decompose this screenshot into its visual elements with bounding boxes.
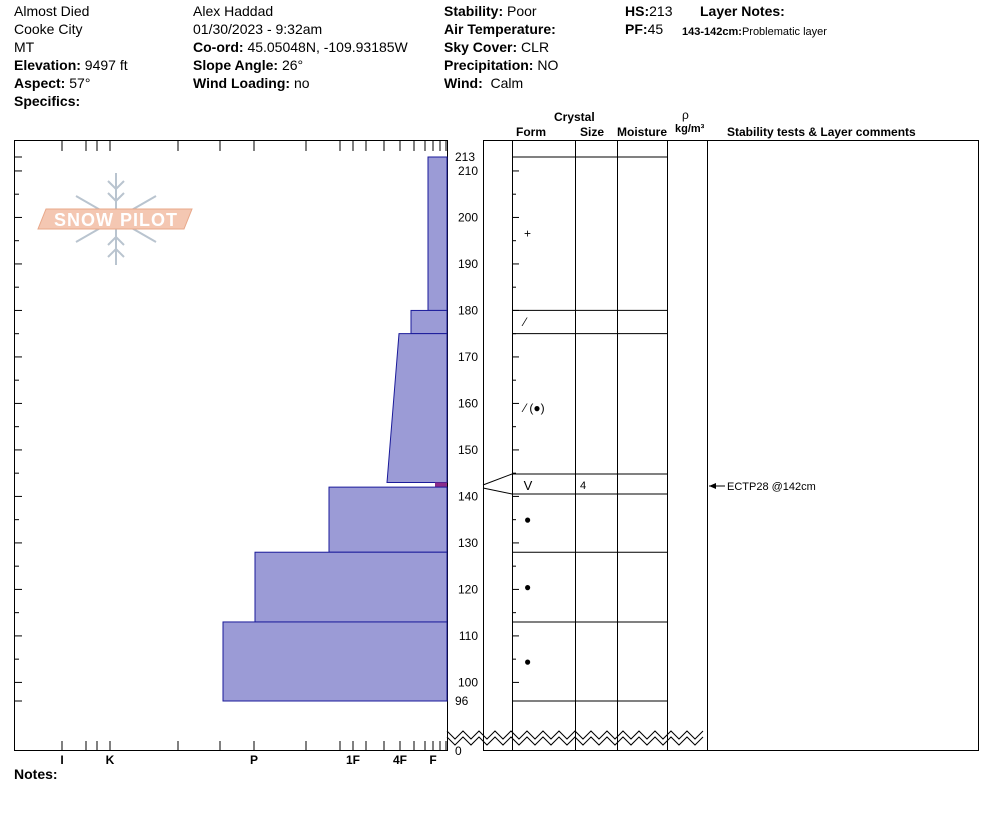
depth-label: 160 xyxy=(458,396,478,410)
total-height: HS:213 xyxy=(625,3,673,19)
test-arrow xyxy=(709,483,716,489)
observation-datetime: 01/30/2023 - 9:32am xyxy=(193,21,323,37)
crystal-form: ⁄ (●) xyxy=(521,401,545,415)
ground-break xyxy=(446,730,704,740)
form-header: Form xyxy=(516,125,546,139)
moisture-header: Moisture xyxy=(617,125,668,139)
depth-label: 120 xyxy=(458,582,478,596)
layer-boundary xyxy=(482,487,667,495)
wind-loading: Wind Loading: no xyxy=(193,75,310,91)
layer-table-frame xyxy=(483,140,979,751)
rho-header: ρ xyxy=(682,108,689,122)
crystal-form: ● xyxy=(524,580,531,594)
hardness-scale-label: I xyxy=(60,753,63,767)
ground-break xyxy=(446,736,704,746)
depth-label: 130 xyxy=(458,536,478,550)
air-temperature-label: Air Temperature: xyxy=(444,21,556,37)
stability-tests-header: Stability tests & Layer comments xyxy=(727,125,916,139)
hardness-bar xyxy=(386,333,448,483)
hardness-bar xyxy=(410,309,448,335)
depth-label: 0 xyxy=(455,744,462,758)
size-header: Size xyxy=(580,125,605,139)
depth-label: 150 xyxy=(458,443,478,457)
depth-label: 110 xyxy=(459,629,478,643)
elevation: Elevation: 9497 ft xyxy=(14,57,128,73)
sky-cover: Sky Cover: CLR xyxy=(444,39,550,55)
crystal-form: ● xyxy=(524,513,531,527)
crystal-form: + xyxy=(524,227,531,241)
layer-note: 143-142cm:Problematic layer xyxy=(682,26,827,38)
depth-label: 100 xyxy=(458,675,478,689)
depth-label: 96 xyxy=(455,694,469,708)
hardness-scale-label: 1F xyxy=(346,753,360,767)
site-area: Cooke City xyxy=(14,21,83,37)
hardness-scale-label: F xyxy=(429,753,436,767)
wind: Wind: Calm xyxy=(444,75,524,91)
aspect: Aspect: 57° xyxy=(14,75,91,91)
crystal-size: 4 xyxy=(580,480,586,492)
hardness-bar xyxy=(222,621,448,702)
depth-label: 210 xyxy=(458,164,478,178)
specifics-label: Specifics: xyxy=(14,93,81,109)
observer-name: Alex Haddad xyxy=(193,3,274,19)
depth-label: 170 xyxy=(458,350,478,364)
penetration-foot: PF:45 xyxy=(625,21,664,37)
notes-label: Notes: xyxy=(14,766,58,782)
layer-notes-label: Layer Notes: xyxy=(700,3,785,19)
slope-angle: Slope Angle: 26° xyxy=(193,57,304,73)
coordinates: Co-ord: 45.05048N, -109.93185W xyxy=(193,39,408,55)
hardness-scale-label: P xyxy=(250,753,258,767)
precipitation: Precipitation: NO xyxy=(444,57,559,73)
stability-test-label: ECTP28 @142cm xyxy=(727,481,816,493)
depth-label: 213 xyxy=(455,150,475,164)
hardness-scale-label: 4F xyxy=(393,753,407,767)
weak-layer-bar xyxy=(435,482,447,488)
depth-label: 180 xyxy=(458,303,478,317)
hardness-bar xyxy=(254,551,448,623)
layer-boundary xyxy=(482,473,667,486)
stability: Stability: Poor xyxy=(444,3,537,19)
crystal-form: V xyxy=(524,478,533,493)
hardness-bar xyxy=(328,486,448,553)
depth-label: 190 xyxy=(458,257,478,271)
site-name: Almost Died xyxy=(14,3,90,19)
crystal-form: ⁄ xyxy=(521,315,528,329)
density-header: kg/m³ xyxy=(675,123,705,135)
crystal-form: ● xyxy=(524,654,531,668)
hardness-bar xyxy=(427,156,448,311)
depth-label: 140 xyxy=(458,489,478,503)
site-state: MT xyxy=(14,39,35,55)
depth-label: 200 xyxy=(458,210,478,224)
hardness-scale-label: K xyxy=(106,753,115,767)
crystal-header: Crystal xyxy=(554,110,595,124)
